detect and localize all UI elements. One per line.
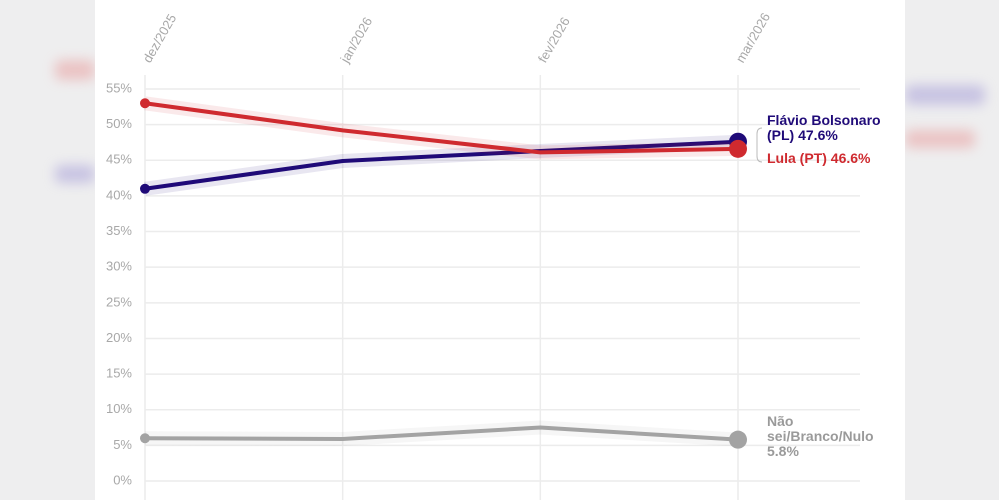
series-name: Não sei/Branco/Nulo <box>767 412 874 444</box>
line-halo <box>144 96 739 160</box>
y-tick-label: 25% <box>106 294 132 309</box>
y-tick-label: 30% <box>106 259 132 274</box>
background-blur <box>905 85 985 105</box>
y-tick-label: 40% <box>106 187 132 202</box>
x-tick-label: mar/2026 <box>733 10 773 65</box>
y-tick-label: 20% <box>106 330 132 345</box>
end-label: Lula (PT) 46.6% <box>767 149 897 166</box>
start-point <box>140 433 150 444</box>
background-blur <box>905 130 975 148</box>
x-tick-label: dez/2025 <box>140 11 180 65</box>
end-label: Não sei/Branco/Nulo 5.8% <box>767 412 897 459</box>
end-point <box>729 430 747 449</box>
chart-panel <box>95 0 905 500</box>
end-label: Flávio Bolsonaro (PL) 47.6% <box>767 111 897 143</box>
line <box>144 425 739 442</box>
y-tick-label: 5% <box>113 437 132 452</box>
background-blur <box>55 60 95 80</box>
y-tick-label: 45% <box>106 152 132 167</box>
y-tick-label: 10% <box>106 401 132 416</box>
bracket <box>756 127 763 163</box>
y-tick-label: 35% <box>106 223 132 238</box>
start-point <box>140 98 150 109</box>
value-label: 5.8% <box>767 442 799 459</box>
value-label: 47.6% <box>798 126 838 143</box>
x-tick-label: fev/2026 <box>535 15 573 66</box>
background-blur <box>55 165 95 183</box>
y-tick-label: 55% <box>106 80 132 95</box>
x-tick-label: jan/2026 <box>337 15 375 67</box>
series-name: Flávio Bolsonaro (PL) <box>767 111 881 143</box>
line <box>144 139 739 191</box>
start-point <box>140 183 150 194</box>
end-point <box>729 139 747 158</box>
series-name: Lula (PT) <box>767 149 827 166</box>
value-label: 46.6% <box>830 149 871 166</box>
y-tick-label: 15% <box>106 366 132 381</box>
y-tick-label: 50% <box>106 116 132 131</box>
y-tick-label: 0% <box>113 472 132 487</box>
line <box>144 101 739 155</box>
